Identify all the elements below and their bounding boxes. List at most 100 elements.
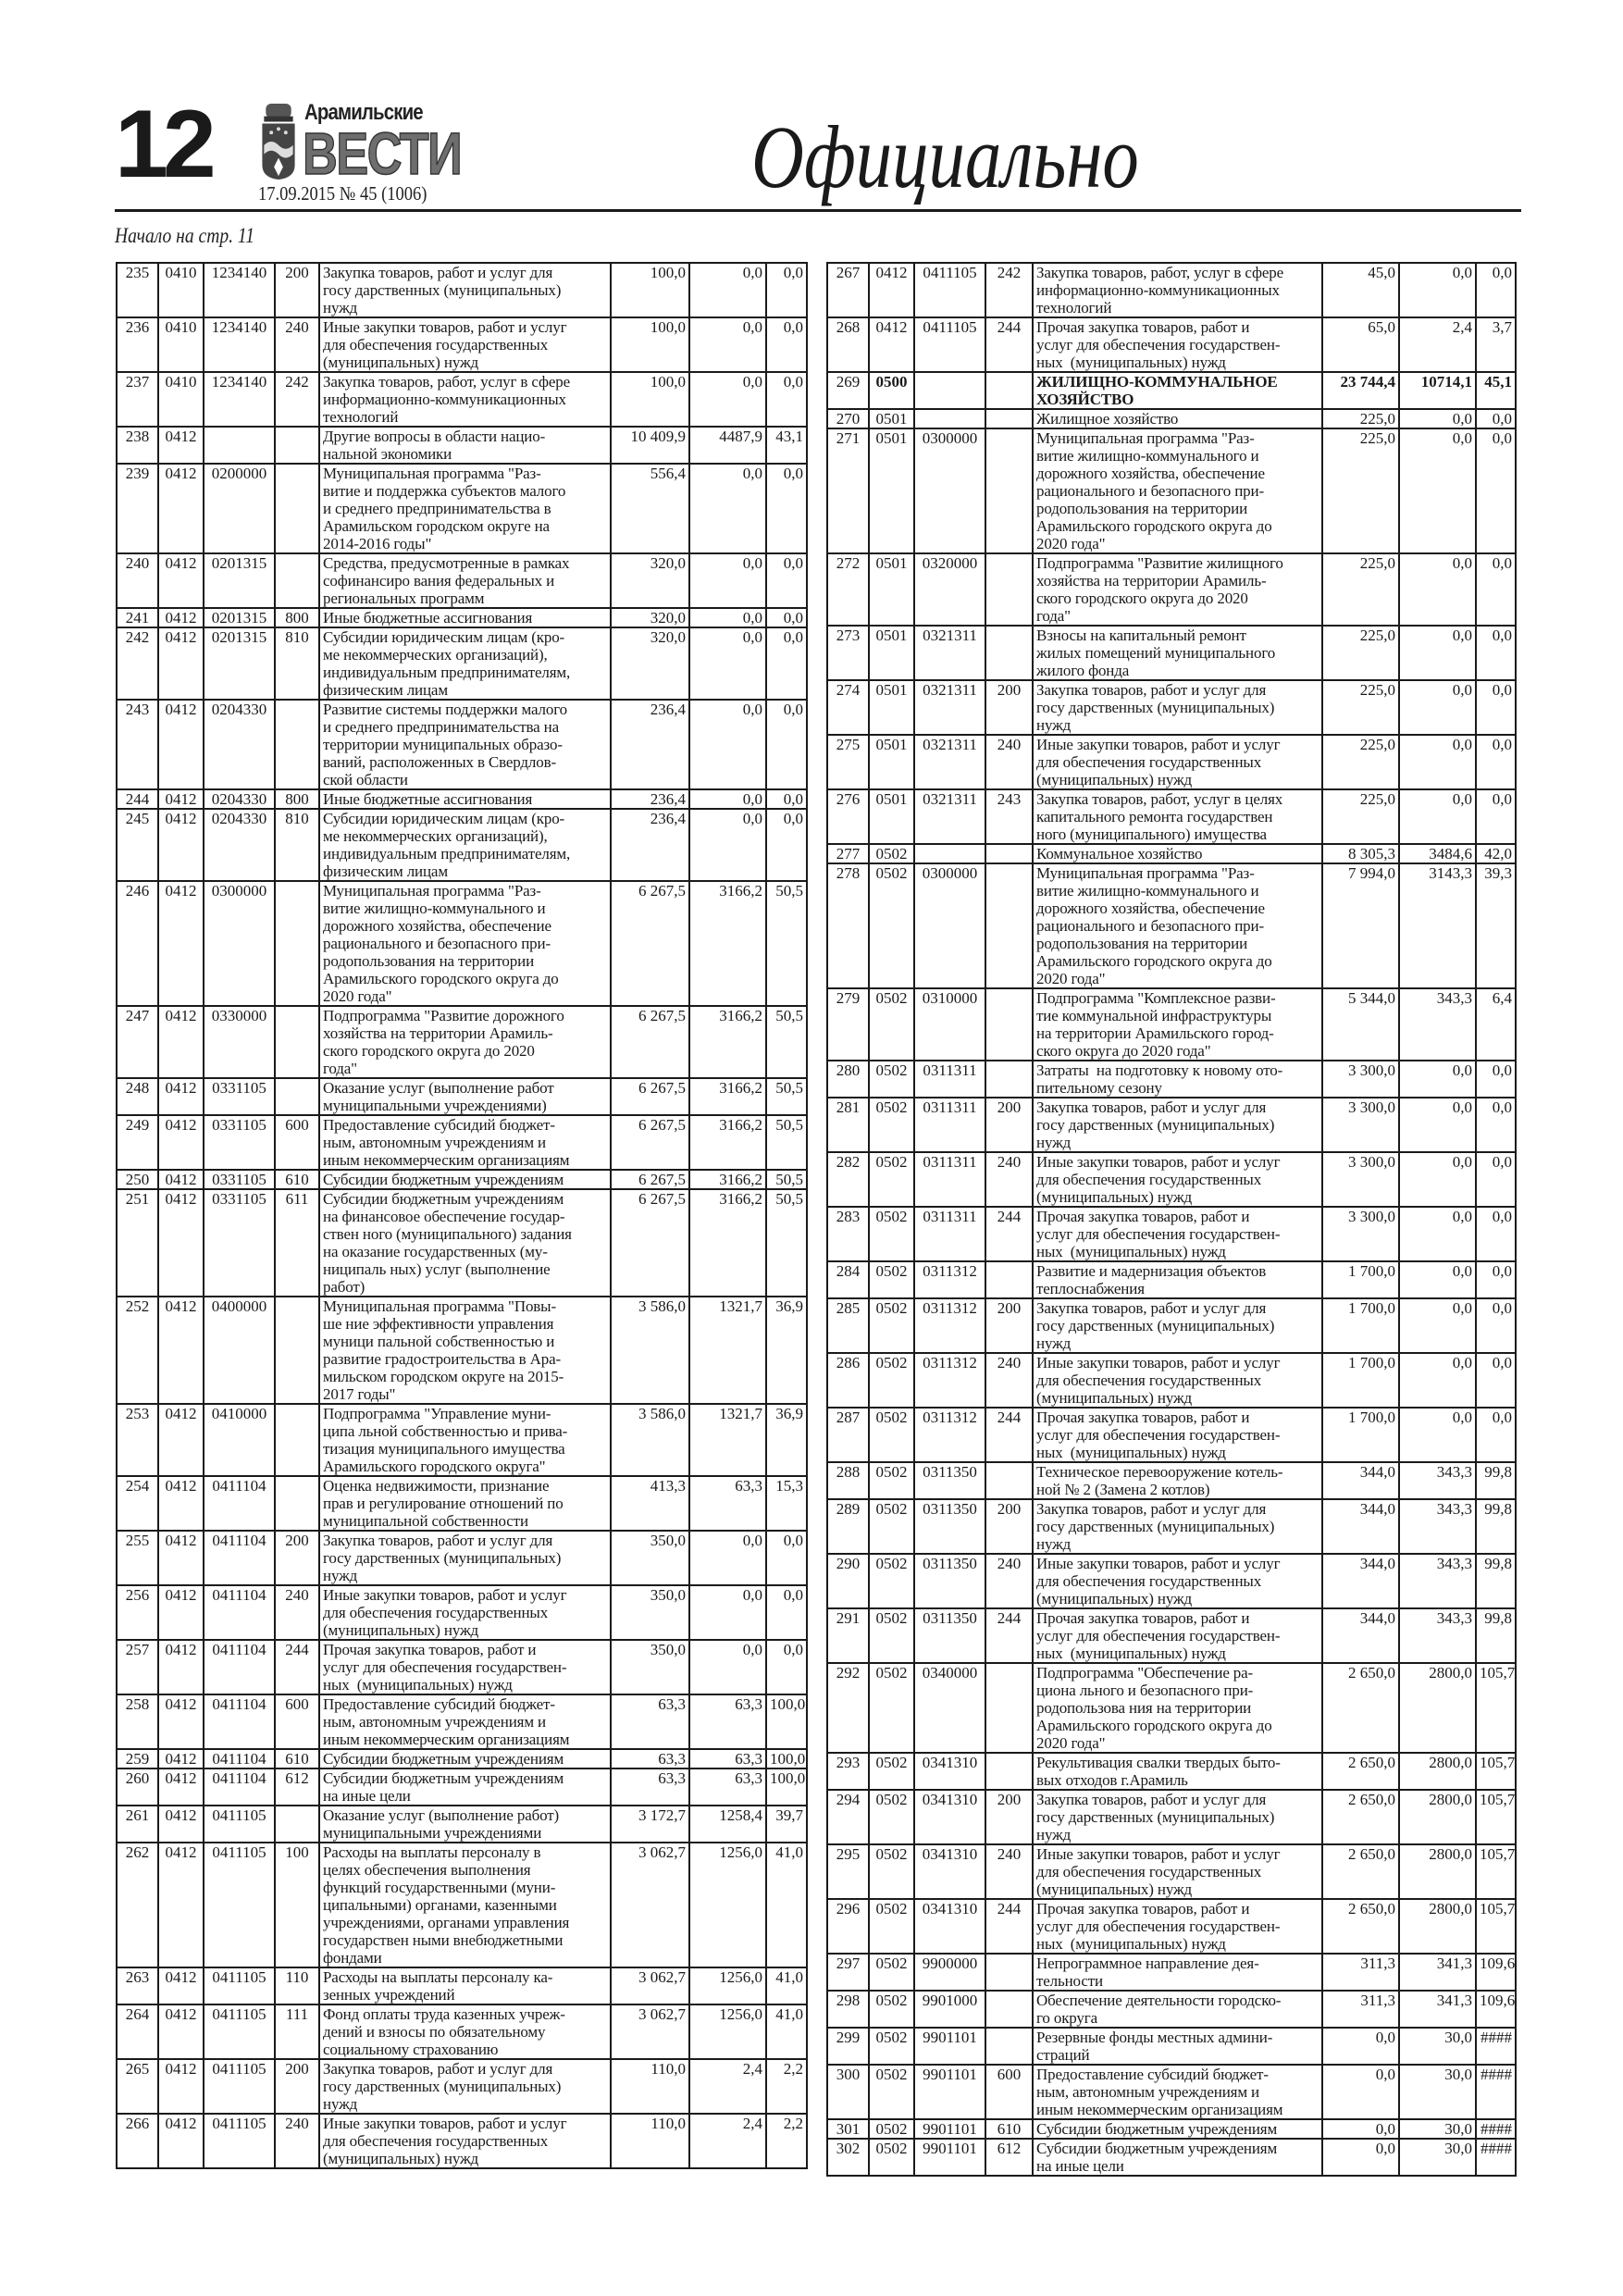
section-code: 0412 xyxy=(157,1842,204,1968)
row-number: 286 xyxy=(826,1352,870,1409)
section-code: 0412 xyxy=(157,1114,204,1171)
section-code: 0412 xyxy=(157,1188,204,1297)
actual-amount: 2800,0 xyxy=(1398,1662,1477,1754)
section-code: 0412 xyxy=(157,1967,204,2005)
item-description: Закупка товаров, работ и услуг для госу … xyxy=(318,2058,612,2115)
plan-amount: 3 586,0 xyxy=(610,1296,690,1405)
section-code: 0502 xyxy=(868,1990,915,2029)
execution-percent: 36,9 xyxy=(765,1296,808,1405)
plan-amount: 350,0 xyxy=(610,1639,690,1695)
section-code: 0502 xyxy=(868,2064,915,2120)
row-number: 255 xyxy=(116,1530,159,1586)
plan-amount: 350,0 xyxy=(610,1584,690,1641)
item-description: Иные закупки товаров, работ и услуг для … xyxy=(1032,1151,1323,1208)
table-row: 241 0412 0201315 800 Иные бюджетные ассигнов… xyxy=(116,607,808,628)
execution-percent: 41,0 xyxy=(765,1967,808,2005)
section-code: 0412 xyxy=(157,1077,204,1116)
actual-amount: 0,0 xyxy=(688,262,767,318)
target-code: 0204330 xyxy=(203,788,276,810)
table-row: 294 0502 0341310 200 Закупка товаров, работ … xyxy=(826,1789,1517,1845)
item-description: Прочая закупка товаров, работ и услуг дл… xyxy=(1032,1206,1323,1262)
item-description: Субсидии бюджетным учреждениям xyxy=(1032,2118,1323,2140)
table-row: 278 0502 0300000 Муниципальная программа "Р… xyxy=(826,863,1517,989)
row-number: 242 xyxy=(116,627,159,701)
table-row: 290 0502 0311350 240 Иные закупки товаров, р… xyxy=(826,1553,1517,1609)
target-code: 0311312 xyxy=(913,1260,986,1299)
logo-small-text: Арамильские xyxy=(304,100,424,125)
actual-amount: 0,0 xyxy=(1398,1206,1477,1262)
row-number: 266 xyxy=(116,2113,159,2169)
actual-amount: 343,3 xyxy=(1398,1607,1477,1664)
expense-type-code: 200 xyxy=(985,1789,1034,1845)
expense-type-code xyxy=(274,880,320,1007)
target-code: 0330000 xyxy=(203,1005,276,1079)
execution-percent: 0,0 xyxy=(765,371,808,428)
section-code: 0412 xyxy=(157,1805,204,1843)
row-number: 294 xyxy=(826,1789,870,1845)
execution-percent: 0,0 xyxy=(1475,1097,1517,1153)
plan-amount: 344,0 xyxy=(1321,1607,1400,1664)
budget-table-left: 235 0410 1234140 200 Закупка товаров, работ … xyxy=(116,262,808,2169)
plan-amount: 8 305,3 xyxy=(1321,843,1400,864)
actual-amount: 1321,7 xyxy=(688,1403,767,1477)
actual-amount: 30,0 xyxy=(1398,2118,1477,2140)
section-code: 0502 xyxy=(868,1060,915,1098)
actual-amount: 63,3 xyxy=(688,1768,767,1806)
expense-type-code: 610 xyxy=(274,1169,320,1190)
item-description: Подпрограмма "Комплексное разви- тие ком… xyxy=(1032,987,1323,1061)
item-description: Прочая закупка товаров, работ и услуг дл… xyxy=(1032,316,1323,373)
table-row: 302 0502 9901101 612 Субсидии бюджетным учре… xyxy=(826,2138,1517,2177)
plan-amount: 6 267,5 xyxy=(610,1169,690,1190)
item-description: Прочая закупка товаров, работ и услуг дл… xyxy=(1032,1407,1323,1463)
execution-percent: 50,5 xyxy=(765,1188,808,1297)
row-number: 301 xyxy=(826,2118,870,2140)
target-code: 1234140 xyxy=(203,262,276,318)
target-code: 0311350 xyxy=(913,1498,986,1555)
expense-type-code xyxy=(274,552,320,609)
actual-amount: 63,3 xyxy=(688,1748,767,1769)
row-number: 265 xyxy=(116,2058,159,2115)
plan-amount: 2 650,0 xyxy=(1321,1662,1400,1754)
section-code: 0502 xyxy=(868,1297,915,1354)
section-code: 0502 xyxy=(868,1843,915,1900)
item-description: Затраты на подготовку к новому ото- пите… xyxy=(1032,1060,1323,1098)
row-number: 254 xyxy=(116,1475,159,1532)
table-row: 291 0502 0311350 244 Прочая закупка товаров,… xyxy=(826,1607,1517,1664)
row-number: 276 xyxy=(826,788,870,845)
actual-amount: 3166,2 xyxy=(688,1077,767,1116)
section-code: 0412 xyxy=(157,1584,204,1641)
item-description: Прочая закупка товаров, работ и услуг дл… xyxy=(1032,1607,1323,1664)
item-description: Субсидии бюджетным учреждениям xyxy=(318,1748,612,1769)
expense-type-code: 240 xyxy=(985,1151,1034,1208)
table-row: 239 0412 0200000 Муниципальная программа "Р… xyxy=(116,463,808,554)
item-description: Иные закупки товаров, работ и услуг для … xyxy=(1032,1352,1323,1409)
actual-amount: 0,0 xyxy=(688,1639,767,1695)
plan-amount: 3 062,7 xyxy=(610,1967,690,2005)
section-code: 0412 xyxy=(157,1475,204,1532)
actual-amount: 1321,7 xyxy=(688,1296,767,1405)
plan-amount: 350,0 xyxy=(610,1530,690,1586)
item-description: Иные закупки товаров, работ и услуг для … xyxy=(1032,734,1323,790)
item-description: Муниципальная программа "Раз- витие и по… xyxy=(318,463,612,554)
plan-amount: 3 300,0 xyxy=(1321,1097,1400,1153)
target-code: 0331105 xyxy=(203,1077,276,1116)
actual-amount: 1258,4 xyxy=(688,1805,767,1843)
target-code: 0204330 xyxy=(203,808,276,882)
table-row: 247 0412 0330000 Подпрограмма "Развитие дор… xyxy=(116,1005,808,1079)
row-number: 281 xyxy=(826,1097,870,1153)
execution-percent: 3,7 xyxy=(1475,316,1517,373)
execution-percent: 2,2 xyxy=(765,2058,808,2115)
item-description: Прочая закупка товаров, работ и услуг дл… xyxy=(318,1639,612,1695)
execution-percent: 0,0 xyxy=(765,607,808,628)
table-row: 262 0412 0411105 100 Расходы на выплаты перс… xyxy=(116,1842,808,1968)
target-code: 0411105 xyxy=(203,1967,276,2005)
execution-percent: #### xyxy=(1475,2064,1517,2120)
execution-percent: 50,5 xyxy=(765,1169,808,1190)
item-description: Закупка товаров, работ, услуг в сфере ин… xyxy=(1032,262,1323,318)
item-description: Расходы на выплаты персоналу в целях обе… xyxy=(318,1842,612,1968)
item-description: Муниципальная программа "Раз- витие жили… xyxy=(318,880,612,1007)
actual-amount: 2800,0 xyxy=(1398,1752,1477,1791)
plan-amount: 100,0 xyxy=(610,262,690,318)
expense-type-code: 600 xyxy=(274,1694,320,1750)
execution-percent: 0,0 xyxy=(765,552,808,609)
